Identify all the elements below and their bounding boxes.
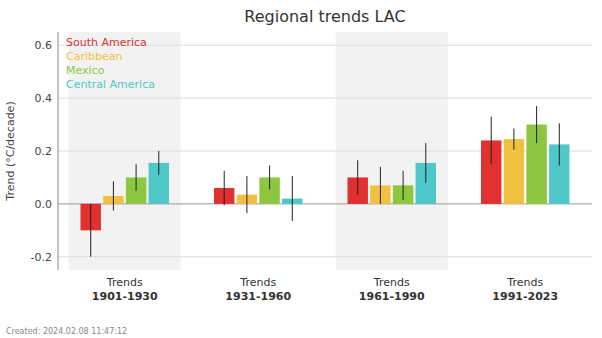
grid-line [58, 256, 592, 257]
x-tick-label-line: 1991-2023 [492, 290, 558, 303]
error-bar [380, 167, 381, 204]
error-bar [246, 176, 247, 213]
x-tick-label: Trends1901-1930 [92, 276, 158, 303]
error-bar [292, 176, 293, 221]
x-tick-label-line: Trends [106, 276, 143, 289]
y-axis-line [58, 32, 59, 270]
legend-entry: Caribbean [66, 50, 122, 63]
y-tick-label: 0.6 [35, 39, 53, 52]
legend-entry: Mexico [66, 64, 105, 77]
x-tick-label-line: Trends [506, 276, 543, 289]
legend-entry: Central America [66, 78, 155, 91]
x-tick-label-line: Trends [373, 276, 410, 289]
legend-entry: South America [66, 36, 147, 49]
error-bar [403, 171, 404, 200]
error-bar [513, 129, 514, 150]
error-bar [269, 166, 270, 190]
grid-line [58, 98, 592, 99]
y-tick-label: 0.4 [35, 92, 53, 105]
error-bar [536, 106, 537, 143]
error-bar [113, 181, 114, 210]
error-bar [224, 171, 225, 205]
x-tick-label-line: 1961-1990 [359, 290, 425, 303]
y-tick-label: -0.2 [31, 251, 52, 264]
error-bar [491, 117, 492, 165]
footnote: Created: 2024.02.08 11:47:12 [6, 327, 127, 336]
x-tick-label-line: Trends [239, 276, 276, 289]
x-tick-label: Trends1931-1960 [225, 276, 291, 303]
title: Regional trends LAC [244, 7, 405, 26]
error-bar [425, 143, 426, 183]
error-bar [357, 160, 358, 194]
y-tick-label: 0.0 [35, 198, 53, 211]
error-bar [559, 123, 560, 165]
x-tick-label: Trends1991-2023 [492, 276, 558, 303]
x-tick-label-line: 1931-1960 [225, 290, 291, 303]
chart: -0.20.00.20.40.6Trends1901-1930Trends193… [0, 0, 602, 338]
y-tick-label: 0.2 [35, 145, 53, 158]
x-tick-label: Trends1961-1990 [359, 276, 425, 303]
y-axis-label: Trend (°C/decade) [4, 101, 17, 201]
error-bar [136, 164, 137, 190]
error-bar [90, 204, 91, 257]
x-tick-label-line: 1901-1930 [92, 290, 158, 303]
marks [80, 106, 569, 257]
error-bar [158, 151, 159, 175]
